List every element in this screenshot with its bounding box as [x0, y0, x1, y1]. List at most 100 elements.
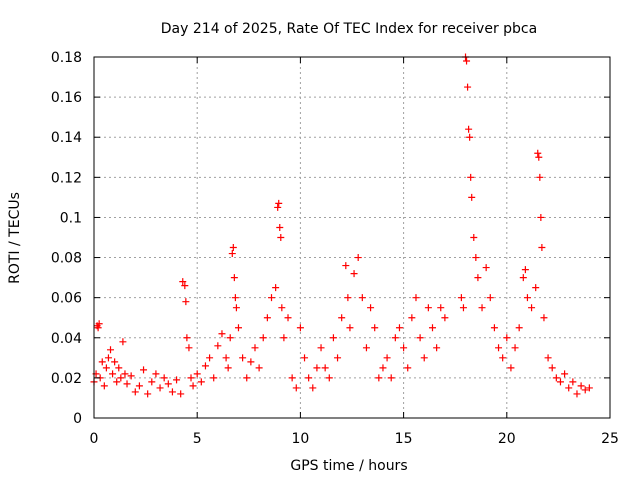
x-tick-label: 25	[601, 431, 619, 447]
data-point	[463, 57, 471, 65]
data-point	[391, 334, 399, 342]
data-point	[288, 374, 296, 382]
data-point	[400, 344, 408, 352]
data-point	[495, 344, 503, 352]
data-point	[420, 354, 428, 362]
data-point	[268, 294, 276, 302]
data-point	[468, 193, 476, 201]
data-point	[231, 294, 239, 302]
data-point	[424, 304, 432, 312]
data-point	[548, 364, 556, 372]
data-point	[338, 314, 346, 322]
data-point	[292, 384, 300, 392]
data-point	[182, 298, 190, 306]
y-tick-label: 0	[73, 411, 82, 427]
data-point	[521, 266, 529, 274]
data-point	[156, 384, 164, 392]
data-point	[107, 346, 115, 354]
data-point	[263, 314, 271, 322]
data-point	[173, 376, 181, 384]
data-point	[119, 338, 127, 346]
data-point	[577, 382, 585, 390]
data-point	[329, 334, 337, 342]
data-point	[515, 324, 523, 332]
data-point	[226, 334, 234, 342]
y-tick-label: 0.02	[51, 371, 82, 387]
x-tick-label: 10	[291, 431, 309, 447]
data-point	[466, 133, 474, 141]
data-point	[94, 324, 102, 332]
data-point	[218, 330, 226, 338]
data-point	[573, 390, 581, 398]
data-point	[179, 278, 187, 286]
data-point	[358, 294, 366, 302]
data-point	[189, 382, 197, 390]
data-point	[210, 374, 218, 382]
data-point	[474, 274, 482, 282]
data-point	[535, 153, 543, 161]
data-point	[123, 380, 131, 388]
data-point	[538, 244, 546, 252]
data-point	[433, 344, 441, 352]
data-point	[243, 374, 251, 382]
data-point	[255, 364, 263, 372]
y-tick-label: 0.14	[51, 130, 82, 146]
data-point	[317, 344, 325, 352]
data-point	[234, 324, 242, 332]
data-point	[272, 284, 280, 292]
data-point	[499, 354, 507, 362]
data-point	[325, 374, 333, 382]
data-point	[470, 234, 478, 241]
data-point	[135, 382, 143, 390]
data-point	[168, 388, 176, 396]
data-point	[334, 354, 342, 362]
data-point	[519, 274, 527, 282]
data-point	[309, 384, 317, 392]
data-point	[296, 324, 304, 332]
data-point	[277, 234, 285, 241]
data-point	[486, 294, 494, 302]
data-point	[109, 370, 117, 378]
data-point	[344, 294, 352, 302]
data-point	[464, 83, 472, 91]
data-point	[275, 199, 283, 207]
data-point	[416, 334, 424, 342]
x-axis-label: GPS time / hours	[290, 458, 407, 474]
data-point	[395, 324, 403, 332]
data-point	[144, 390, 152, 398]
data-point	[585, 384, 593, 392]
data-point	[164, 380, 172, 388]
y-tick-label: 0.1	[60, 210, 82, 226]
data-point	[140, 366, 148, 374]
data-point	[113, 378, 121, 386]
data-point	[383, 354, 391, 362]
data-point	[239, 354, 247, 362]
data-point	[111, 358, 119, 366]
data-point	[224, 364, 232, 372]
data-point	[117, 374, 125, 382]
data-point	[183, 334, 191, 342]
data-point	[523, 294, 531, 302]
data-point	[569, 378, 577, 386]
data-point	[229, 244, 237, 252]
data-point	[197, 378, 205, 386]
data-point	[404, 364, 412, 372]
axis-ticks: 0 5 10 15 20 25 0 0.02 0.04 0.06 0.08 0.1 0.12 0.14 0.…	[51, 50, 619, 447]
data-point	[228, 250, 236, 258]
data-point	[503, 334, 511, 342]
data-point	[230, 274, 238, 282]
data-point	[556, 378, 564, 386]
data-point	[232, 304, 240, 312]
data-point	[534, 149, 542, 157]
data-point	[185, 344, 193, 352]
chart-title: Day 214 of 2025, Rate Of TEC Index for r…	[161, 21, 537, 37]
data-point	[247, 358, 255, 366]
data-point	[536, 173, 544, 181]
data-point	[193, 370, 201, 378]
data-point	[540, 314, 548, 322]
data-point	[375, 374, 383, 382]
data-point	[100, 382, 108, 390]
data-points	[90, 53, 593, 398]
y-tick-label: 0.16	[51, 90, 82, 106]
data-point	[552, 374, 560, 382]
